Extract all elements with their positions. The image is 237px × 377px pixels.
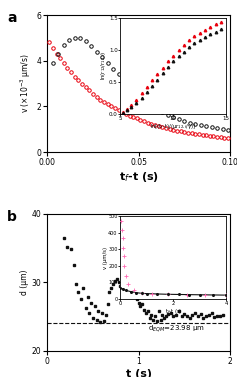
X-axis label: t$_f$-t (s): t$_f$-t (s) [118,170,159,184]
Text: b: b [7,210,17,224]
Y-axis label: d (μm): d (μm) [20,270,29,295]
Text: a: a [7,11,17,25]
Y-axis label: v (×10$^{-3}$ μm/s): v (×10$^{-3}$ μm/s) [19,54,33,113]
X-axis label: t (s): t (s) [126,369,152,377]
Text: d$_{EQM}$=23.98 μm: d$_{EQM}$=23.98 μm [148,324,205,334]
